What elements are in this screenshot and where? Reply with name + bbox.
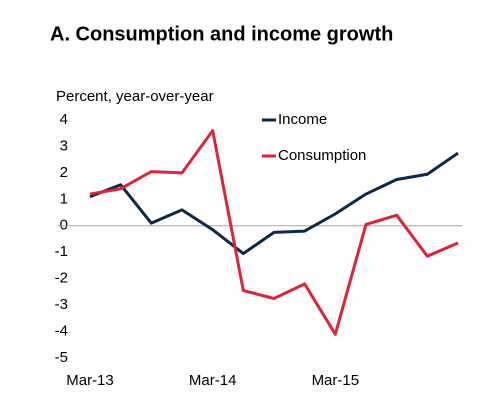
y-tick-label: -2 <box>55 270 68 287</box>
y-tick-label: -1 <box>55 243 68 260</box>
y-tick-label: -5 <box>55 349 68 366</box>
y-tick-label: 2 <box>60 164 68 181</box>
y-tick-label: 4 <box>60 111 68 128</box>
chart-title: A. Consumption and income growth <box>50 23 393 45</box>
y-tick-label: -4 <box>55 323 68 340</box>
series-line <box>89 129 459 336</box>
y-tick-label: 1 <box>60 190 68 207</box>
legend-label: Income <box>278 111 327 128</box>
x-tick-label: Mar-15 <box>312 372 360 389</box>
x-tick-label: Mar-13 <box>66 372 114 389</box>
series-line <box>89 151 459 256</box>
y-tick-label: -3 <box>55 296 68 313</box>
x-tick-label: Mar-14 <box>189 372 237 389</box>
y-axis-label: Percent, year-over-year <box>56 88 214 105</box>
legend-label: Consumption <box>278 147 366 164</box>
y-tick-label: 0 <box>60 217 68 234</box>
y-tick-label: 3 <box>60 137 68 154</box>
